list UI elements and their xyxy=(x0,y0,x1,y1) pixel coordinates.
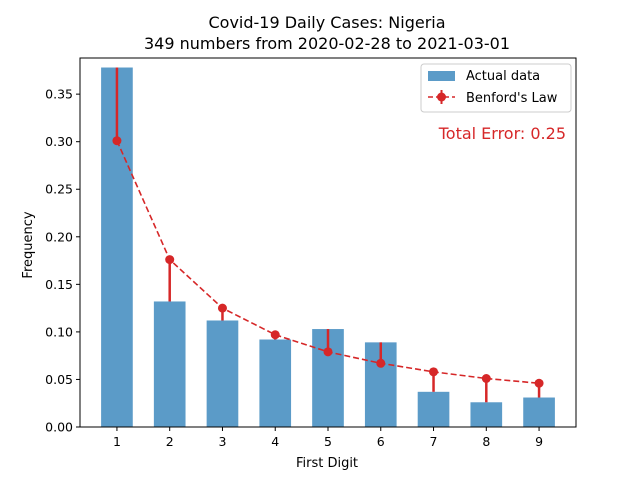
benford-point-digit-3 xyxy=(217,303,227,313)
bars-group xyxy=(101,67,555,427)
legend-label-actual: Actual data xyxy=(466,69,540,84)
benford-point-digit-4 xyxy=(270,330,280,340)
x-tick-label: 1 xyxy=(113,434,121,449)
benford-point-digit-9 xyxy=(534,378,544,388)
x-tick-label: 2 xyxy=(166,434,174,449)
chart-subtitle: 349 numbers from 2020-02-28 to 2021-03-0… xyxy=(144,34,510,53)
benford-point-digit-7 xyxy=(429,367,439,377)
benford-point-digit-8 xyxy=(481,373,491,383)
axes-group: 0.00 0.05 0.10 0.15 0.20 0.25 0.30 0.35 1 2 3 4 5 6 7 8… xyxy=(45,57,577,449)
legend-marker-benford xyxy=(437,92,446,102)
total-error-annotation: Total Error: 0.25 xyxy=(438,124,566,143)
legend-swatch-actual xyxy=(428,71,455,81)
chart-title: Covid-19 Daily Cases: Nigeria xyxy=(208,13,445,32)
x-tick-label: 4 xyxy=(271,434,279,449)
bar-digit-9 xyxy=(523,397,555,427)
x-tick-label: 7 xyxy=(430,434,438,449)
y-tick-label: 0.10 xyxy=(45,324,73,339)
bar-digit-8 xyxy=(470,402,503,427)
x-tick-label: 8 xyxy=(482,434,490,449)
x-axis-label: First Digit xyxy=(296,456,358,471)
x-tick-label: 3 xyxy=(218,434,226,449)
bar-digit-2 xyxy=(153,301,186,427)
benford-point-digit-6 xyxy=(376,358,386,368)
legend-box xyxy=(420,63,572,113)
benford-series-group xyxy=(112,136,544,388)
y-tick-label: 0.15 xyxy=(45,277,73,292)
y-tick-label: 0.20 xyxy=(45,229,73,244)
y-tick-label: 0.25 xyxy=(45,182,73,197)
y-tick-label: 0.35 xyxy=(45,87,73,102)
y-tick-label: 0.30 xyxy=(45,134,73,149)
bar-digit-4 xyxy=(259,339,292,427)
y-tick-label: 0.00 xyxy=(45,420,73,435)
x-tick-label: 6 xyxy=(377,434,385,449)
bar-digit-3 xyxy=(206,320,239,427)
x-tick-label: 5 xyxy=(324,434,332,449)
y-tick-label: 0.05 xyxy=(45,372,73,387)
bar-digit-7 xyxy=(417,391,450,427)
y-axis-label: Frequency xyxy=(21,211,36,278)
legend-label-benford: Benford's Law xyxy=(466,91,558,106)
benford-point-digit-5 xyxy=(323,347,333,357)
legend: Actual data Benford's Law xyxy=(420,63,572,113)
benford-point-digit-2 xyxy=(165,255,175,265)
x-tick-label: 9 xyxy=(535,434,543,449)
benford-point-digit-1 xyxy=(112,136,122,146)
